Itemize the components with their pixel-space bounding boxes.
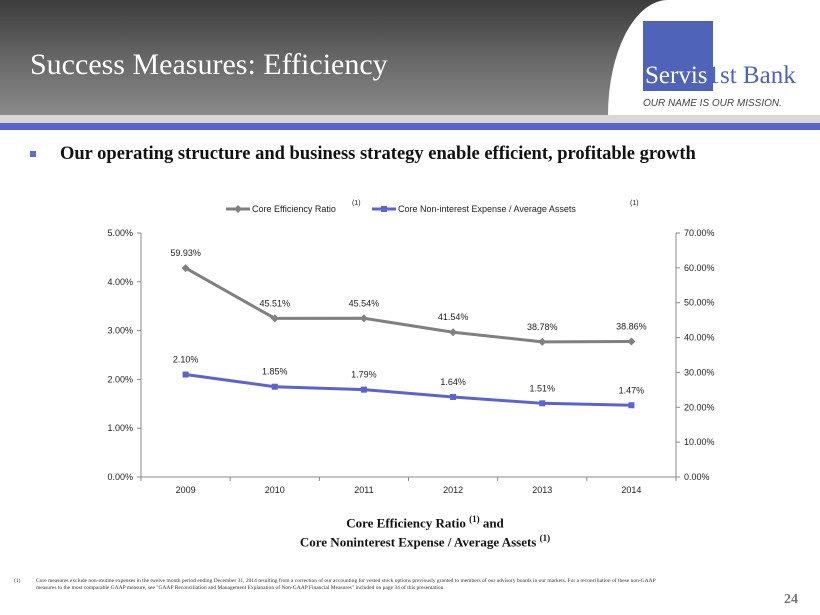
series-line-1 — [185, 373, 632, 407]
data-point-square — [539, 400, 546, 407]
left-tick-label: 2.00% — [107, 374, 133, 384]
title-line1-tail: and — [482, 515, 504, 531]
data-label: 41.54% — [438, 312, 469, 322]
data-label: 45.51% — [259, 298, 290, 308]
data-point-diamond — [181, 264, 190, 273]
x-tick-label: 2010 — [265, 485, 285, 495]
left-tick-label: 5.00% — [107, 228, 133, 238]
x-tick-label: 2012 — [443, 485, 463, 495]
legend-marker — [381, 206, 387, 212]
chart-title-line1: Core Efficiency Ratio (1) and — [30, 514, 820, 531]
data-point-diamond — [627, 337, 636, 346]
data-point-diamond — [359, 314, 368, 323]
title-line2-text: Core Noninterest Expense / Average Asset… — [299, 534, 537, 550]
data-point-diamond — [538, 337, 547, 346]
right-tick-label: 20.00% — [684, 402, 715, 412]
logo-mark — [643, 21, 713, 91]
data-label: 1.51% — [529, 383, 555, 393]
footnote: Core measures exclude non-routine expens… — [36, 578, 656, 591]
x-tick-label: 2009 — [176, 485, 196, 495]
x-tick-label: 2014 — [621, 485, 641, 495]
data-label: 1.47% — [619, 385, 645, 395]
data-label: 1.79% — [351, 370, 377, 380]
data-label: 1.85% — [262, 367, 288, 377]
legend-sup: (1) — [630, 200, 639, 207]
left-tick-label: 4.00% — [107, 277, 133, 287]
title-line1-sup: (1) — [469, 514, 480, 524]
logo-tagline: OUR NAME IS OUR MISSION. — [643, 98, 782, 109]
legend-label: Core Efficiency Ratio — [252, 204, 336, 214]
data-point-square — [628, 402, 635, 409]
left-tick-label: 3.00% — [107, 326, 133, 336]
bullet-icon — [30, 151, 36, 157]
right-tick-label: 40.00% — [684, 333, 715, 343]
data-point-square — [182, 371, 189, 378]
data-point-square — [271, 383, 278, 390]
data-label: 38.86% — [616, 322, 647, 332]
data-point-square — [360, 386, 367, 393]
data-point-square — [450, 393, 457, 400]
left-tick-label: 1.00% — [107, 423, 133, 433]
right-tick-label: 70.00% — [684, 228, 715, 238]
right-tick-label: 50.00% — [684, 298, 715, 308]
divider-blue — [0, 123, 820, 130]
divider-gray — [0, 115, 820, 123]
left-tick-label: 0.00% — [107, 472, 133, 482]
footnote-marker: (1) — [14, 578, 21, 584]
data-label: 45.54% — [349, 298, 380, 308]
right-tick-label: 0.00% — [684, 472, 710, 482]
right-tick-label: 60.00% — [684, 263, 715, 273]
title-line1-text: Core Efficiency Ratio — [346, 515, 466, 531]
chart-title-line2: Core Noninterest Expense / Average Asset… — [30, 533, 820, 550]
title-line2-sup: (1) — [539, 533, 551, 543]
headline: Our operating structure and business str… — [60, 144, 696, 164]
data-label: 59.93% — [170, 248, 201, 258]
data-point-diamond — [449, 328, 458, 337]
legend-sup: (1) — [352, 200, 361, 207]
logo-part2: 1st Bank — [707, 62, 796, 89]
legend-marker — [234, 205, 242, 213]
x-tick-label: 2013 — [532, 485, 552, 495]
data-label: 1.64% — [440, 377, 466, 387]
logo: Servis1st Bank — [645, 62, 796, 90]
page-number: 24 — [784, 592, 798, 607]
legend-label: Core Non-interest Expense / Average Asse… — [398, 204, 576, 214]
right-tick-label: 30.00% — [684, 367, 715, 377]
right-tick-label: 10.00% — [684, 437, 715, 447]
logo-part1: Servis — [645, 62, 708, 89]
series-line-0 — [184, 266, 632, 344]
page-title: Success Measures: Efficiency — [30, 48, 388, 81]
data-label: 38.78% — [527, 322, 558, 332]
data-point-diamond — [270, 314, 279, 323]
data-label: 2.10% — [173, 355, 199, 365]
x-tick-label: 2011 — [354, 485, 373, 495]
